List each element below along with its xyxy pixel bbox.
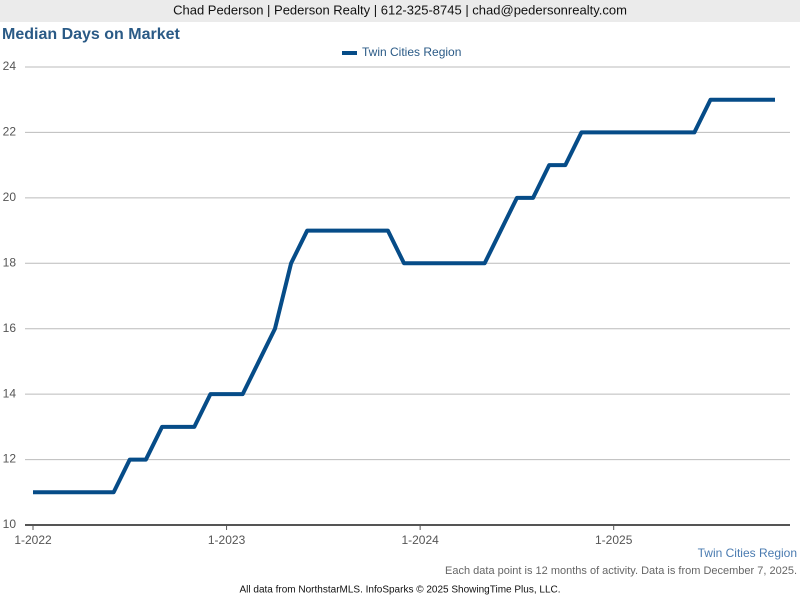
footer: All data from NorthstarMLS. InfoSparks ©… bbox=[239, 585, 560, 596]
y-tick-label: 12 bbox=[3, 452, 17, 466]
y-tick-label: 10 bbox=[3, 517, 17, 531]
x-tick-label: 1-2024 bbox=[401, 533, 439, 547]
x-tick-label: 1-2023 bbox=[208, 533, 246, 547]
y-tick-label: 16 bbox=[3, 321, 17, 335]
chart-title: Median Days on Market bbox=[2, 26, 181, 43]
region-label: Twin Cities Region bbox=[698, 546, 797, 560]
y-tick-label: 18 bbox=[3, 255, 17, 269]
contact: Chad Pederson | Pederson Realty | 612-32… bbox=[173, 2, 627, 17]
x-tick-label: 1-2022 bbox=[14, 533, 52, 547]
header-bar bbox=[0, 0, 800, 22]
x-tick-label: 1-2025 bbox=[595, 533, 633, 547]
data-line bbox=[33, 97, 775, 495]
y-tick-label: 22 bbox=[3, 125, 17, 139]
y-tick-label: 24 bbox=[3, 59, 17, 73]
y-tick-label: 20 bbox=[3, 190, 17, 204]
note: Each data point is 12 months of activity… bbox=[445, 565, 797, 577]
legend-label: Twin Cities Region bbox=[362, 45, 461, 59]
y-tick-label: 14 bbox=[3, 386, 17, 400]
